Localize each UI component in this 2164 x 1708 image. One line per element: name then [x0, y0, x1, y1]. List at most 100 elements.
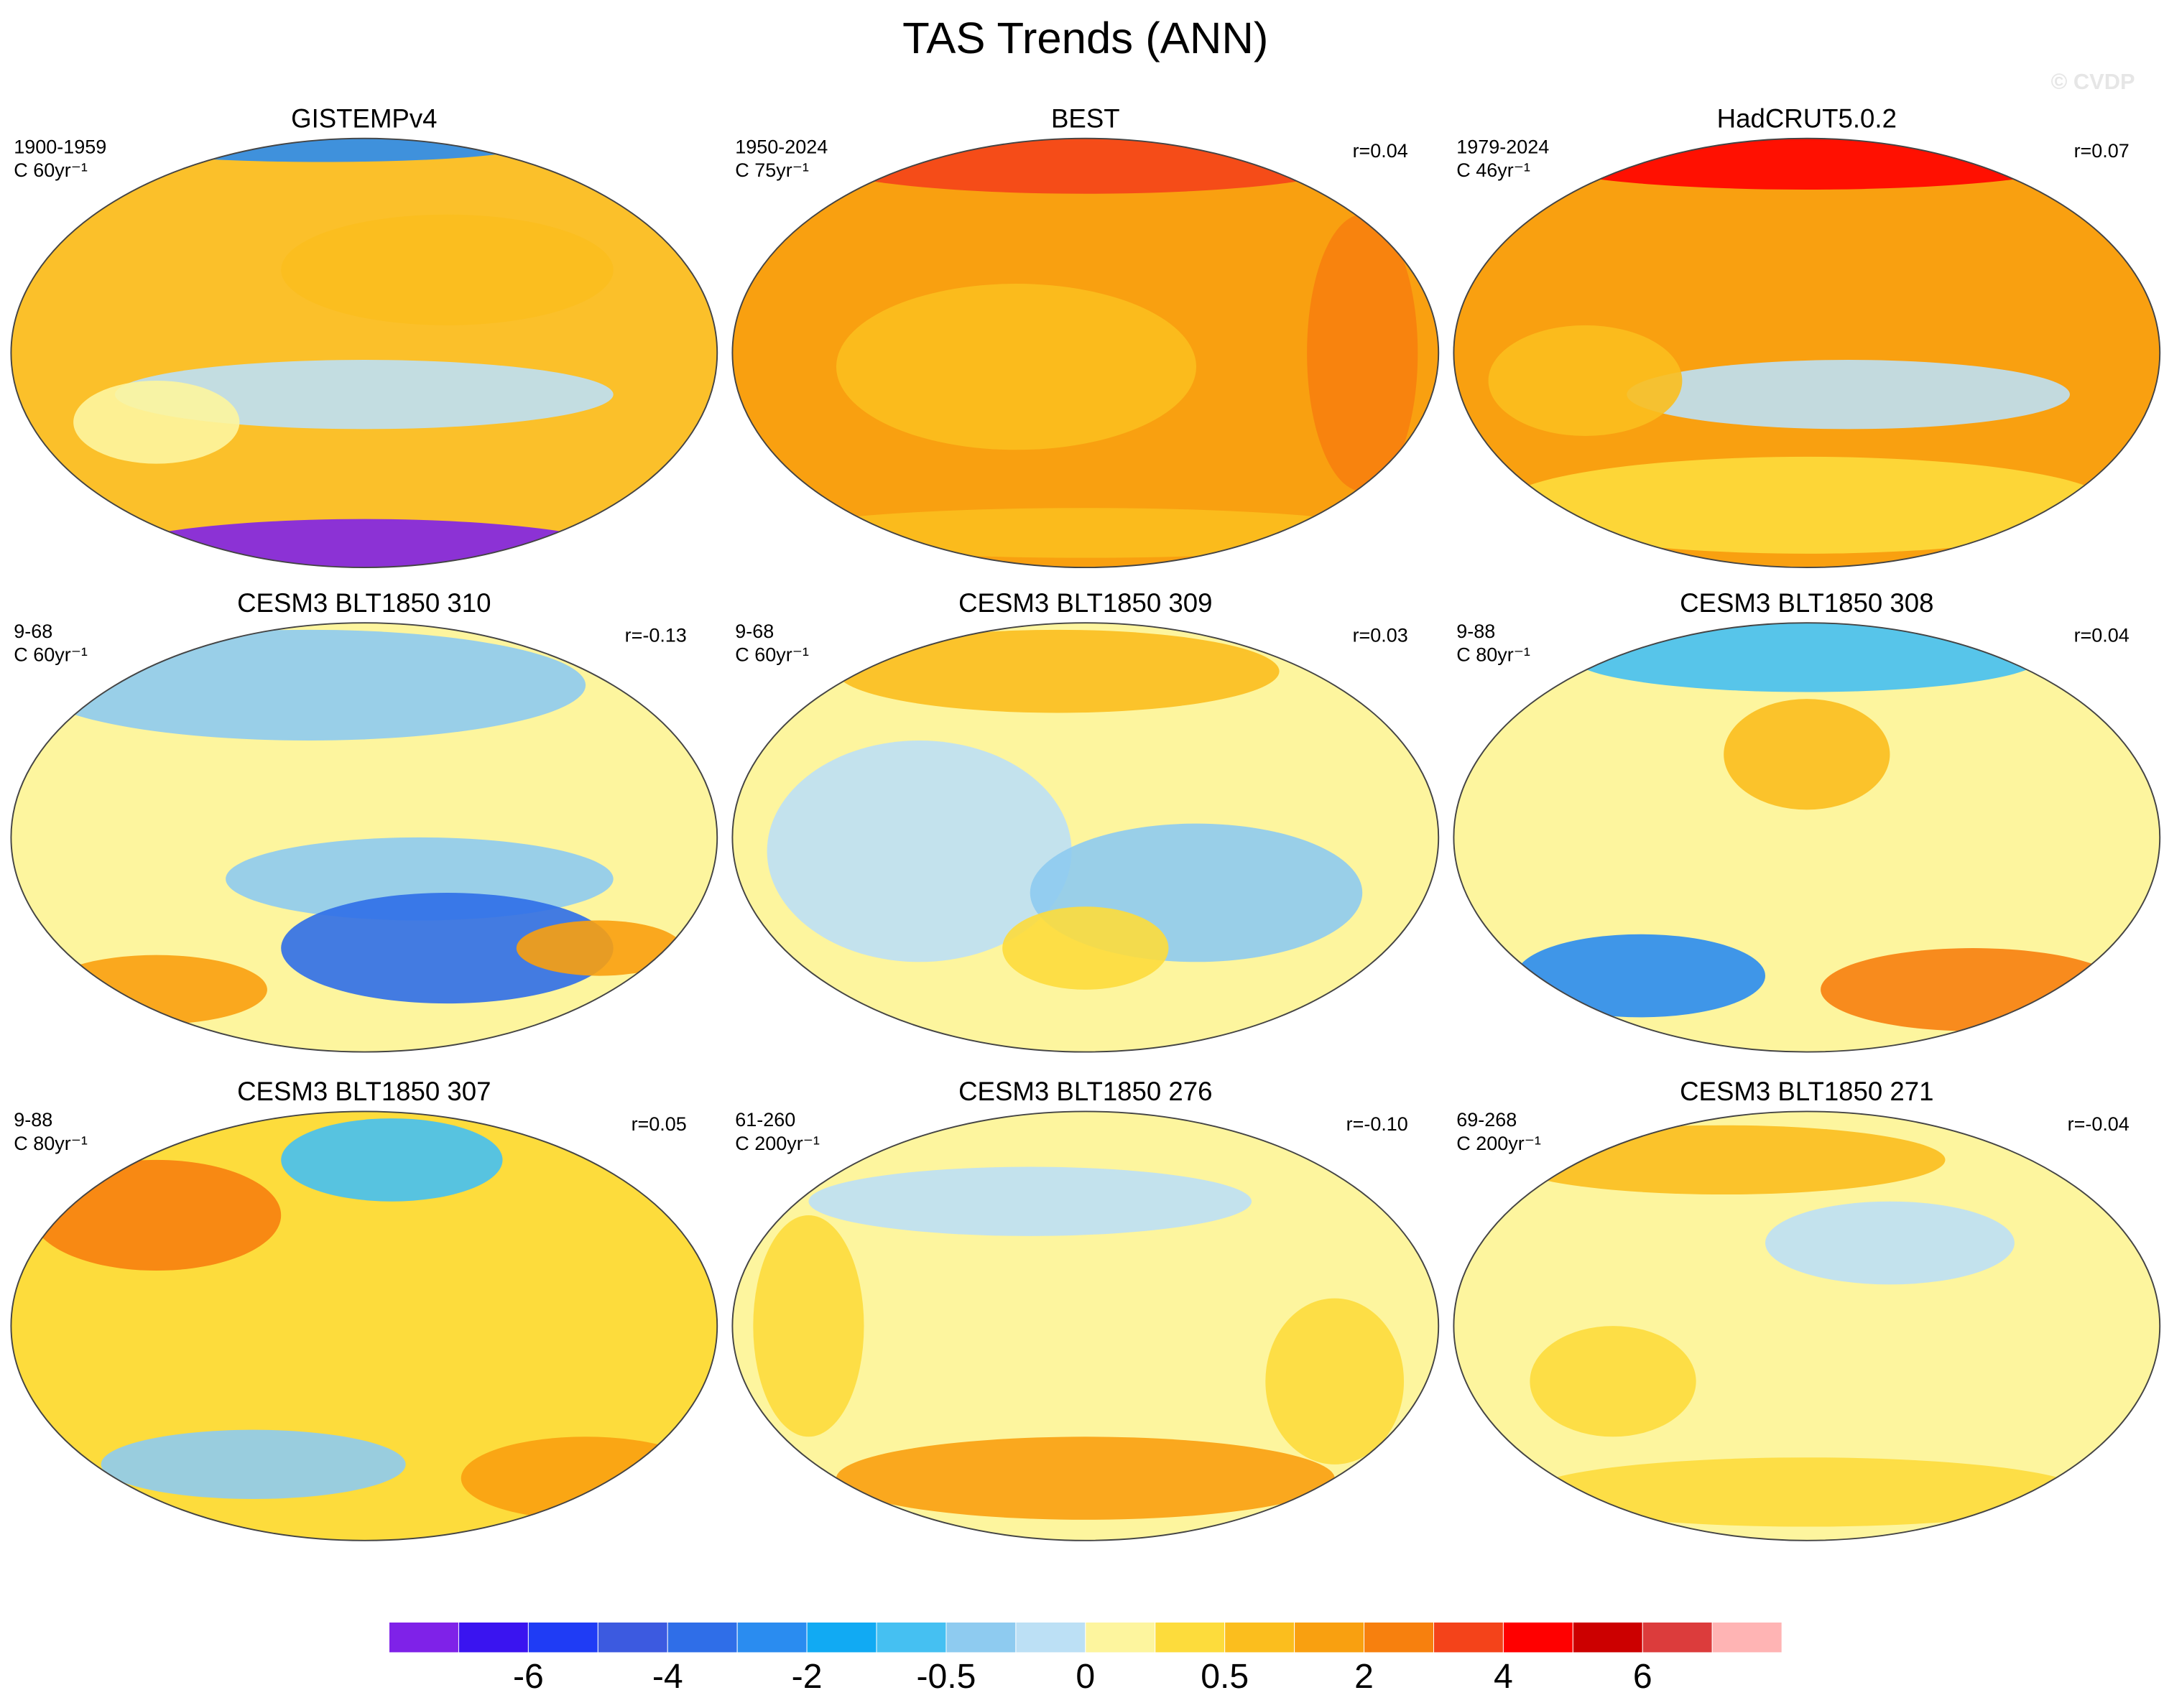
map-outline [10, 137, 718, 569]
panel-correlation: r=-0.04 [2068, 1113, 2130, 1135]
panel-title: CESM3 BLT1850 309 [958, 588, 1212, 618]
map-field [87, 519, 642, 568]
panel-units: C 46yr⁻¹ [1456, 159, 1530, 181]
map-field [1530, 1326, 1696, 1437]
map-field [461, 1437, 711, 1520]
map-outline [10, 622, 718, 1053]
map-outline [1453, 1110, 2161, 1541]
panel-title: CESM3 BLT1850 308 [1680, 588, 1933, 618]
colorbar-box [1294, 1622, 1365, 1653]
colorbar-label: 0.5 [1201, 1657, 1249, 1696]
colorbar-label: -4 [652, 1657, 683, 1696]
map-field [1571, 623, 2043, 692]
map-field [516, 920, 683, 976]
panel-period: 69-268 [1456, 1109, 1517, 1131]
map-field [101, 1429, 406, 1500]
map [11, 623, 718, 1052]
colorbar-box [1155, 1622, 1226, 1653]
colorbar-box [876, 1622, 947, 1653]
colorbar-box [1642, 1622, 1713, 1653]
colorbar-box [1502, 1622, 1573, 1653]
map-field [1502, 1125, 1946, 1195]
panel-units: C 200yr⁻¹ [735, 1133, 820, 1154]
colorbar-box [458, 1622, 529, 1653]
map-field [73, 380, 240, 464]
colorbar-box [667, 1622, 738, 1653]
map-field [836, 629, 1280, 713]
map-field [1516, 934, 1766, 1018]
colorbar-label: -0.5 [916, 1657, 976, 1696]
map-outline [731, 137, 1440, 569]
map-field [753, 1215, 864, 1437]
map-field [767, 740, 1072, 962]
colorbar-box [1015, 1622, 1086, 1653]
colorbar-label: -2 [792, 1657, 823, 1696]
map-outline [1453, 137, 2161, 569]
panel-correlation: r=0.04 [2074, 625, 2130, 646]
panel-title: BEST [1051, 103, 1120, 133]
map [11, 1111, 718, 1541]
map-field [1265, 1298, 1405, 1465]
panel-period: 9-68 [735, 621, 774, 642]
panel-correlation: r=-0.13 [625, 625, 687, 646]
colorbar-label: -6 [513, 1657, 544, 1696]
map-field [808, 138, 1363, 194]
map-field [1724, 699, 1890, 810]
panel-period: 1979-2024 [1456, 136, 1549, 157]
watermark: © CVDP [2051, 69, 2135, 94]
panel-correlation: r=0.05 [632, 1113, 687, 1135]
panel-title: CESM3 BLT1850 307 [237, 1077, 491, 1106]
map-field [808, 1166, 1252, 1236]
colorbar-label: 4 [1494, 1657, 1513, 1696]
map-outline [1453, 622, 2161, 1053]
colorbar-box [1364, 1622, 1434, 1653]
panel-period: 1900-1959 [14, 136, 106, 157]
colorbar-box [736, 1622, 808, 1653]
map [732, 138, 1439, 568]
panel-title: CESM3 BLT1850 276 [958, 1077, 1212, 1106]
map [732, 623, 1439, 1052]
map-field [281, 892, 614, 1004]
panel-units: C 60yr⁻¹ [14, 159, 88, 181]
map-field [836, 1437, 1335, 1520]
colorbar-label: 6 [1633, 1657, 1652, 1696]
panel-title: CESM3 BLT1850 271 [1680, 1077, 1933, 1106]
map-outline [731, 622, 1440, 1053]
map-field [1627, 360, 2070, 430]
map-field [1765, 1201, 2015, 1285]
panel-correlation: r=-0.10 [1346, 1113, 1408, 1135]
figure-title: TAS Trends (ANN) [902, 14, 1268, 63]
map [732, 1111, 1439, 1541]
panel-correlation: r=0.07 [2074, 140, 2130, 162]
colorbar-box [527, 1622, 598, 1653]
map-field [836, 284, 1196, 450]
panel-period: 1950-2024 [735, 136, 828, 157]
panel-period: 9-88 [1456, 621, 1495, 642]
map-field [281, 1118, 503, 1202]
panel-period: 9-68 [14, 621, 52, 642]
colorbar-box [945, 1622, 1017, 1653]
panel-units: C 60yr⁻¹ [735, 644, 809, 666]
map-field [1307, 214, 1418, 492]
map-field [32, 1159, 282, 1271]
map-field [1530, 1457, 2084, 1527]
panel-title: CESM3 BLT1850 310 [237, 588, 491, 618]
panel-correlation: r=0.04 [1353, 140, 1408, 162]
panel-units: C 80yr⁻¹ [14, 1133, 88, 1154]
panel-units: C 75yr⁻¹ [735, 159, 809, 181]
panel-units: C 80yr⁻¹ [1456, 644, 1530, 666]
panel-units: C 60yr⁻¹ [14, 644, 88, 666]
panel-title: HadCRUT5.0.2 [1717, 103, 1897, 133]
map-field [780, 508, 1390, 558]
map-field [1821, 948, 2126, 1031]
map [1453, 138, 2160, 568]
map-outline [10, 1110, 718, 1541]
colorbar-box [1085, 1622, 1156, 1653]
panel-period: 9-88 [14, 1109, 52, 1131]
colorbar-box [597, 1622, 668, 1653]
colorbar-label: 2 [1354, 1657, 1374, 1696]
map-field [281, 214, 614, 325]
map-outline [731, 1110, 1440, 1541]
colorbar-label: 0 [1076, 1657, 1095, 1696]
